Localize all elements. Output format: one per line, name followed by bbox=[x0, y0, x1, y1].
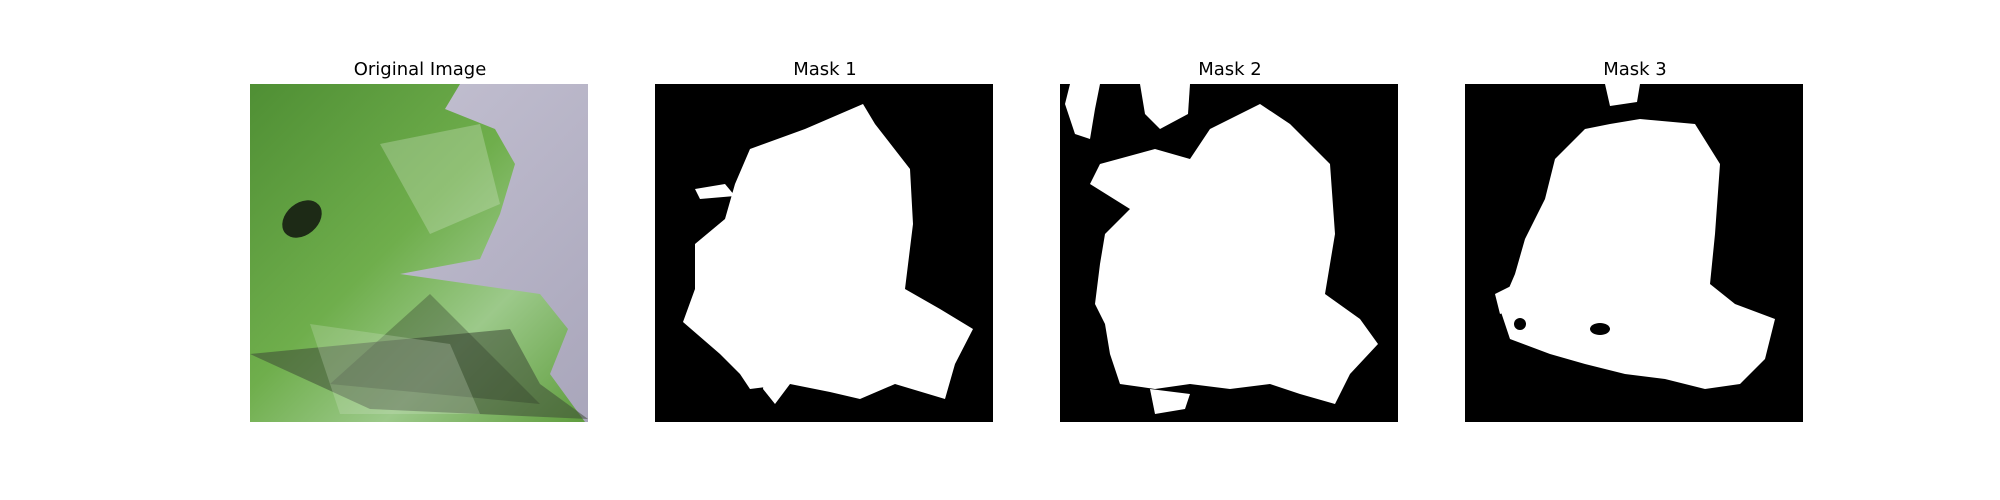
mask-3-image bbox=[1465, 84, 1803, 422]
panel-original-image: Original Image bbox=[250, 58, 590, 422]
panel-title: Mask 3 bbox=[1603, 59, 1667, 80]
panel-mask-1: Mask 1 bbox=[655, 58, 995, 422]
panel-mask-2: Mask 2 bbox=[1060, 58, 1400, 422]
panel-title: Mask 1 bbox=[793, 59, 857, 80]
original-leaf-image bbox=[250, 84, 588, 422]
mask-2-image bbox=[1060, 84, 1398, 422]
panel-title: Original Image bbox=[353, 59, 487, 80]
mask-1-image bbox=[655, 84, 993, 422]
panel-title: Mask 2 bbox=[1198, 59, 1262, 80]
panel-mask-3: Mask 3 bbox=[1465, 58, 1805, 422]
